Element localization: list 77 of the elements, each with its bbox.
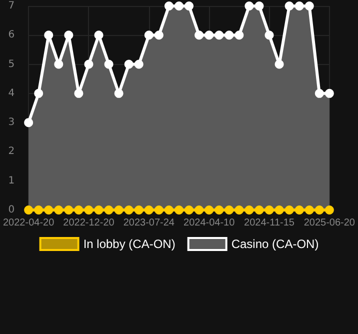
point: [164, 2, 174, 10]
point: [224, 30, 234, 40]
point: [324, 88, 334, 98]
point: [234, 206, 244, 214]
point: [114, 88, 124, 98]
point: [134, 206, 144, 214]
point: [64, 30, 74, 40]
point: [304, 2, 314, 10]
point: [274, 60, 284, 69]
y-tick-label: 2: [8, 146, 15, 158]
point: [234, 30, 244, 40]
point: [104, 60, 114, 69]
point: [174, 2, 184, 10]
point: [64, 206, 74, 214]
y-tick-label: 3: [8, 117, 15, 128]
point: [124, 206, 134, 214]
point: [54, 60, 64, 69]
point: [124, 60, 134, 69]
point: [204, 206, 214, 214]
point: [254, 2, 264, 10]
point: [294, 2, 304, 10]
y-tick-label: 1: [8, 175, 15, 186]
point: [184, 206, 194, 214]
point: [194, 206, 204, 214]
x-tick-label: 2023-07-24: [123, 218, 175, 228]
point: [214, 30, 224, 40]
x-tick-label: 2024-11-15: [244, 218, 295, 228]
y-tick-label: 7: [8, 0, 15, 12]
x-tick-label: 2022-04-20: [3, 218, 55, 228]
point: [264, 30, 274, 40]
point: [224, 206, 234, 214]
point: [244, 2, 254, 10]
point: [314, 88, 324, 98]
point: [154, 206, 164, 214]
y-tick-label: 6: [8, 30, 15, 41]
y-tick-label: 4: [8, 88, 15, 99]
point: [194, 30, 204, 40]
point: [164, 206, 174, 214]
y-tick-label: 0: [8, 204, 15, 216]
point: [284, 2, 294, 10]
point: [144, 30, 154, 40]
point: [24, 118, 34, 128]
point: [204, 30, 214, 40]
point: [254, 206, 264, 214]
x-tick-label: 2025-06-20: [304, 218, 356, 228]
point: [44, 206, 54, 214]
point: [84, 206, 94, 214]
point: [44, 30, 54, 40]
point: [154, 30, 164, 40]
point: [284, 206, 294, 214]
point: [104, 206, 114, 214]
point: [134, 60, 144, 69]
point: [264, 206, 274, 214]
point: [24, 206, 34, 214]
point: [34, 206, 44, 214]
point: [144, 206, 154, 214]
point: [314, 206, 324, 214]
x-tick-label: 2022-12-20: [63, 218, 115, 228]
point: [84, 60, 94, 69]
point: [174, 206, 184, 214]
point: [294, 206, 304, 214]
point: [94, 206, 104, 214]
y-tick-label: 5: [8, 58, 15, 70]
point: [324, 206, 334, 214]
x-tick-label: 2024-04-10: [184, 218, 236, 228]
point: [274, 206, 284, 214]
point: [244, 206, 254, 214]
legend-label: In lobby (CA-ON): [83, 237, 176, 251]
point: [74, 88, 84, 98]
point: [54, 206, 64, 214]
point: [214, 206, 224, 214]
point: [74, 206, 84, 214]
point: [304, 206, 314, 214]
point: [184, 2, 194, 10]
point: [34, 88, 44, 98]
point: [114, 206, 124, 214]
legend-label: Casino (CA-ON): [231, 237, 319, 251]
